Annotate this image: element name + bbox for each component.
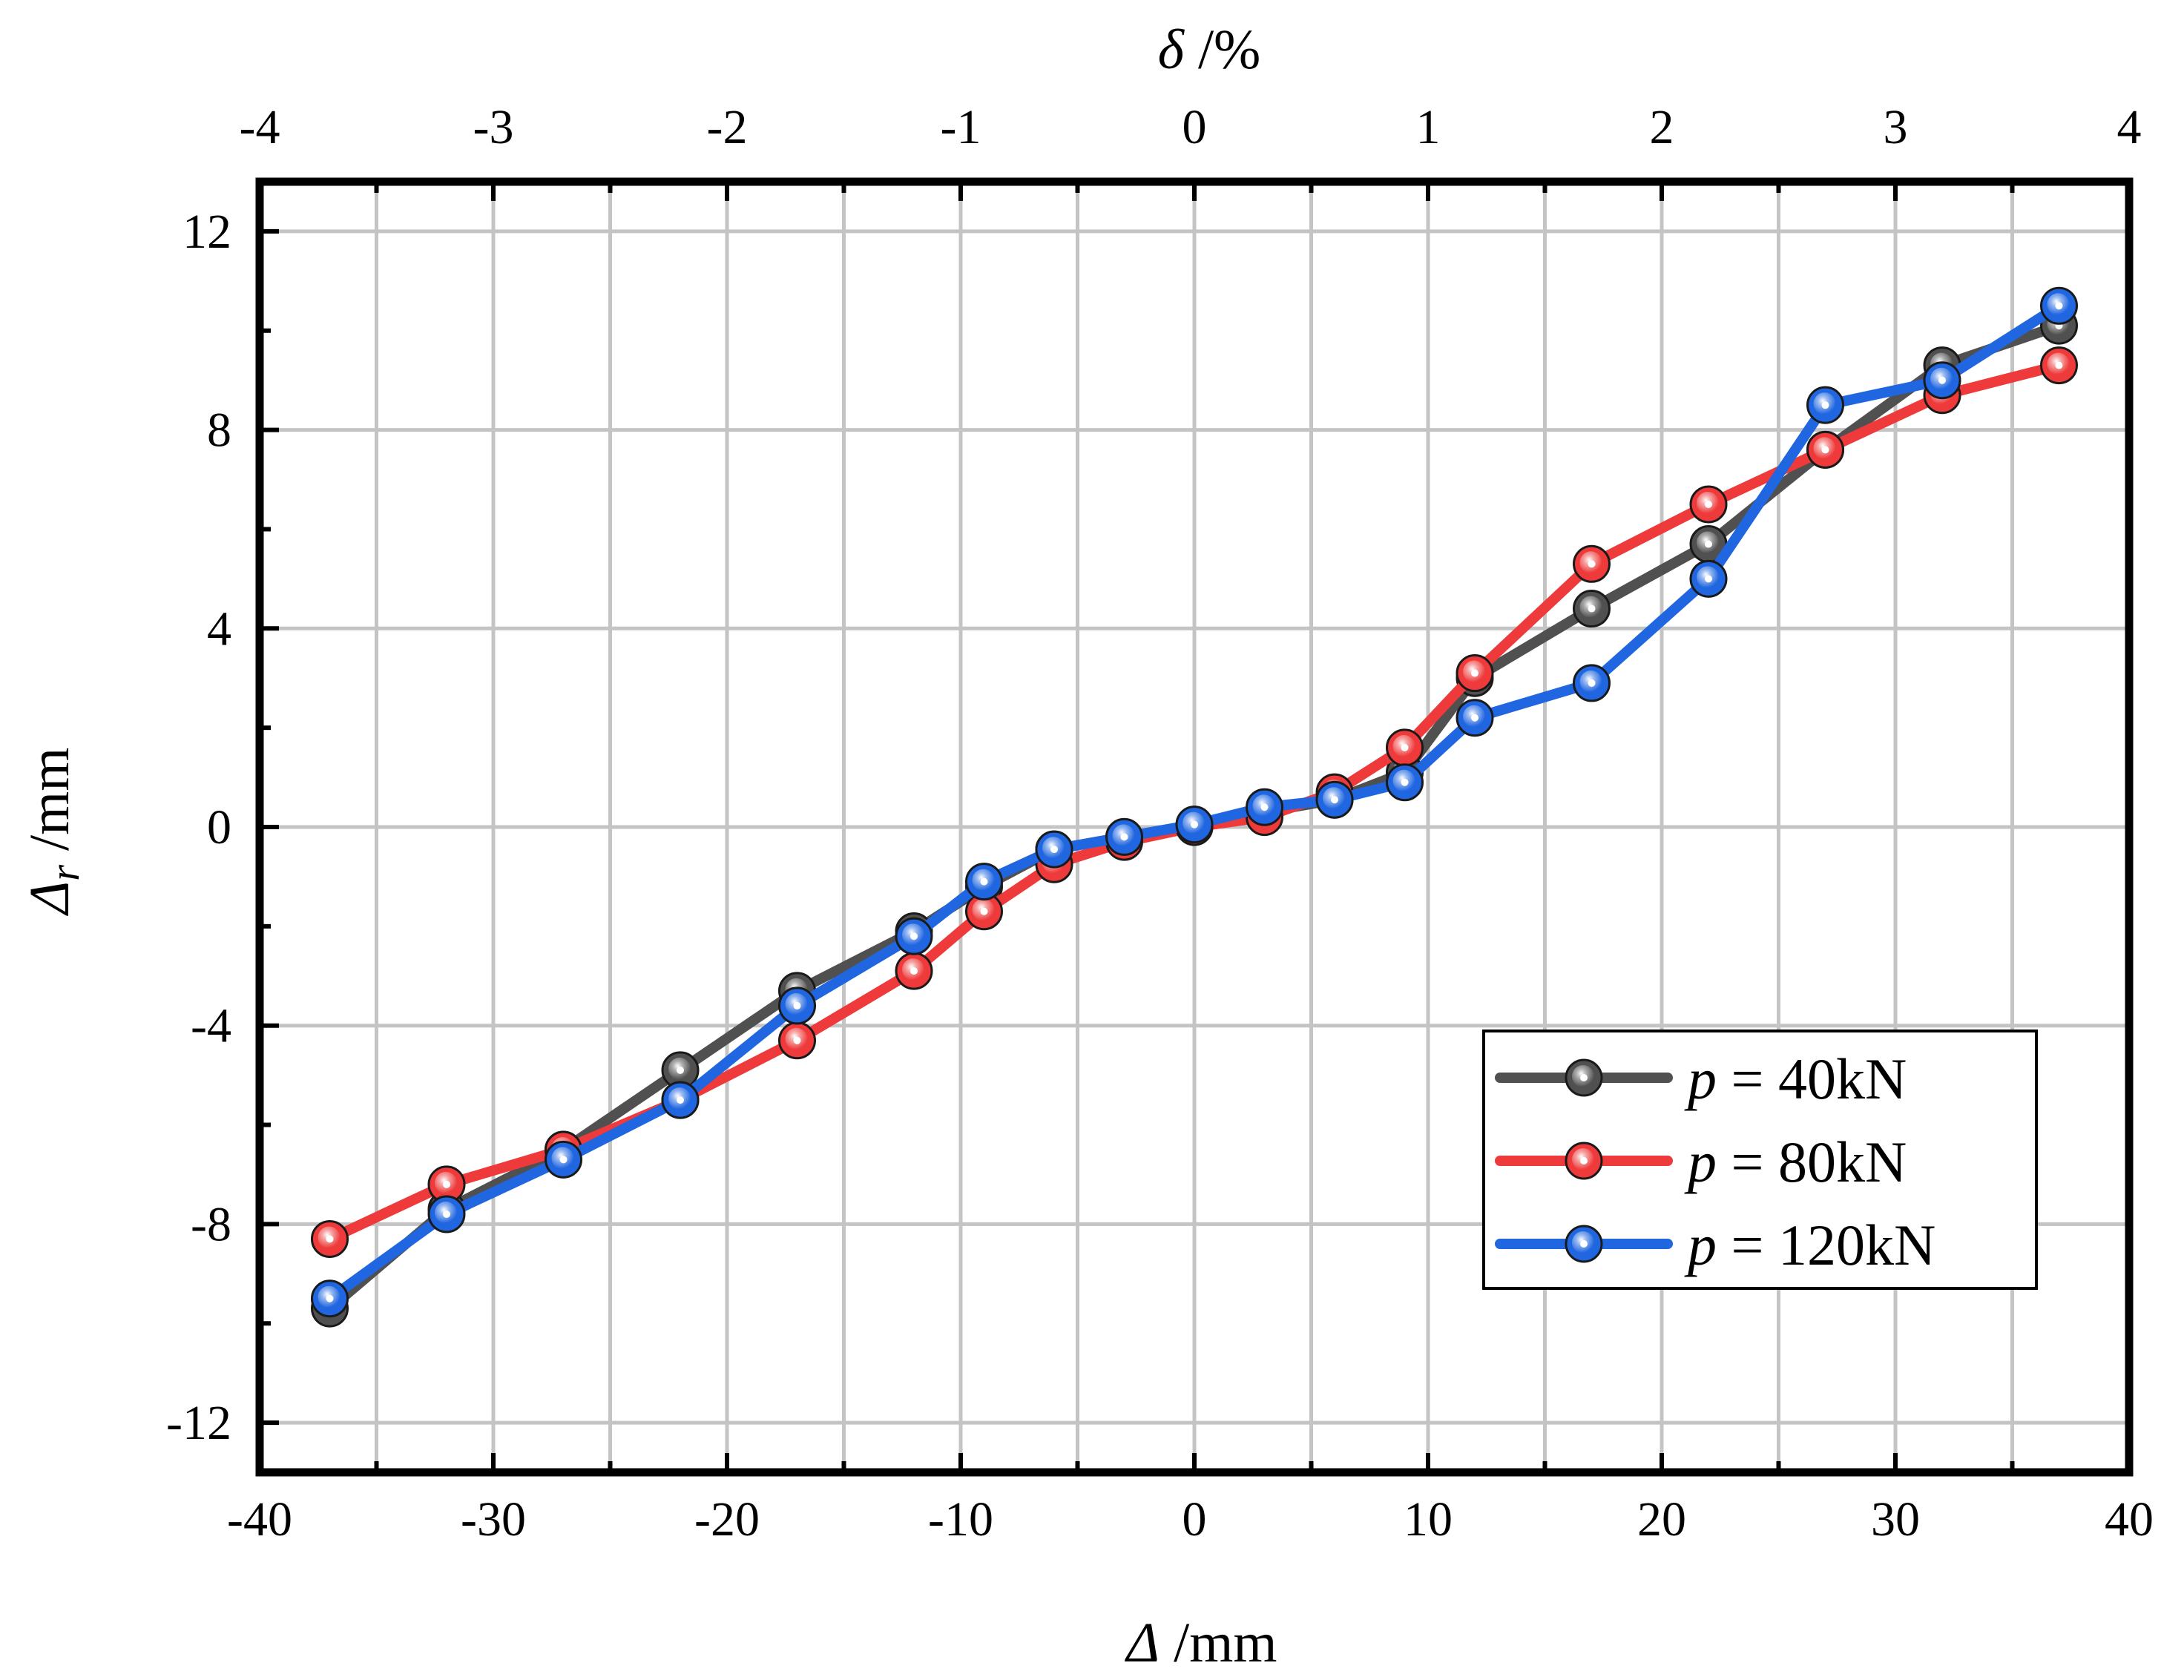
series-layer (311, 286, 2078, 1328)
series-3 (311, 286, 2078, 1318)
y-tick-label: 0 (207, 800, 231, 854)
data-point-center (1191, 820, 1198, 829)
legend: p = 40kN p = 80kN p = 120kN (1482, 1030, 2038, 1290)
data-point-center (1938, 376, 1946, 384)
data-point-center (980, 877, 988, 886)
legend-label: p = 40kN (1684, 1047, 1907, 1111)
legend-marker-center (1580, 1157, 1588, 1165)
x-tick-label: 30 (1871, 1492, 1920, 1546)
data-point-center (559, 1156, 568, 1164)
data-point-center (443, 1210, 450, 1218)
x-axis-title: Δ /mm (1125, 1612, 1277, 1674)
data-point-center (1705, 540, 1712, 548)
data-point-center (1705, 501, 1712, 508)
data-point-center (1260, 803, 1269, 811)
x-tick-label: 10 (1404, 1492, 1453, 1546)
legend-entry: p = 80kN (1495, 1130, 1907, 1194)
data-point-center (443, 1180, 450, 1188)
top-tick-label: -2 (707, 100, 748, 154)
x-tick-label: 0 (1183, 1492, 1207, 1546)
x-tick-label: -10 (928, 1492, 993, 1546)
data-point-center (1401, 743, 1409, 751)
legend-marker-center (1580, 1074, 1588, 1081)
data-point-center (677, 1096, 684, 1104)
y-tick-label: -4 (191, 999, 231, 1053)
top-tick-label: -3 (473, 100, 514, 154)
data-point-center (1588, 679, 1596, 687)
top-tick-label: 2 (1650, 100, 1674, 154)
data-point-center (326, 1235, 334, 1243)
y-tick-label: -8 (191, 1197, 231, 1251)
legend-marker-center (1580, 1240, 1588, 1248)
data-point-center (1471, 714, 1479, 722)
top-tick-label: 1 (1416, 100, 1441, 154)
top-tick-label: -4 (240, 100, 280, 154)
top-tick-label: 3 (1884, 100, 1908, 154)
data-point-center (1401, 778, 1409, 786)
tick-labels: -40 -30 -20 -10 0 10 20 30 40-4 -3 -2 -1 0 1 2 3 4-12-8-… (166, 100, 2154, 1546)
x-tick-label: 40 (2105, 1492, 2154, 1546)
data-point-center (793, 1036, 801, 1044)
data-point-center (2055, 302, 2063, 310)
data-point-center (2055, 361, 2063, 369)
data-point-center (910, 932, 918, 941)
data-point-center (910, 967, 918, 975)
y-tick-label: 8 (207, 403, 231, 458)
data-point-center (1471, 669, 1479, 677)
data-point-center (1821, 446, 1829, 454)
legend-entry: p = 120kN (1495, 1213, 1935, 1277)
x-tick-label: 20 (1637, 1492, 1686, 1546)
data-point-center (1588, 560, 1596, 568)
data-point-center (677, 1066, 684, 1074)
legend-entry: p = 40kN (1495, 1047, 1907, 1111)
y-axis-title: Δr /mm (19, 748, 88, 917)
data-point-center (326, 1294, 334, 1302)
legend-label: p = 80kN (1684, 1130, 1907, 1194)
data-point-center (1331, 796, 1338, 804)
data-point-center (1705, 575, 1712, 583)
top-axis-title: δ /% (1158, 19, 1261, 81)
data-point-center (793, 1001, 801, 1009)
data-point-center (980, 907, 988, 915)
x-tick-label: -20 (694, 1492, 760, 1546)
top-tick-label: 0 (1183, 100, 1207, 154)
data-point-center (1821, 401, 1829, 409)
top-tick-label: 4 (2117, 100, 2142, 154)
top-tick-label: -1 (941, 100, 981, 154)
axis-ticks (257, 182, 2131, 1472)
x-tick-label: -40 (227, 1492, 292, 1546)
data-point-center (1120, 833, 1128, 841)
y-tick-label: 4 (207, 602, 231, 656)
y-tick-label: 12 (182, 205, 231, 259)
data-point-center (1050, 846, 1058, 854)
x-tick-label: -30 (461, 1492, 526, 1546)
data-point-center (1588, 605, 1596, 613)
legend-label: p = 120kN (1684, 1213, 1935, 1277)
y-tick-label: -12 (166, 1396, 231, 1450)
